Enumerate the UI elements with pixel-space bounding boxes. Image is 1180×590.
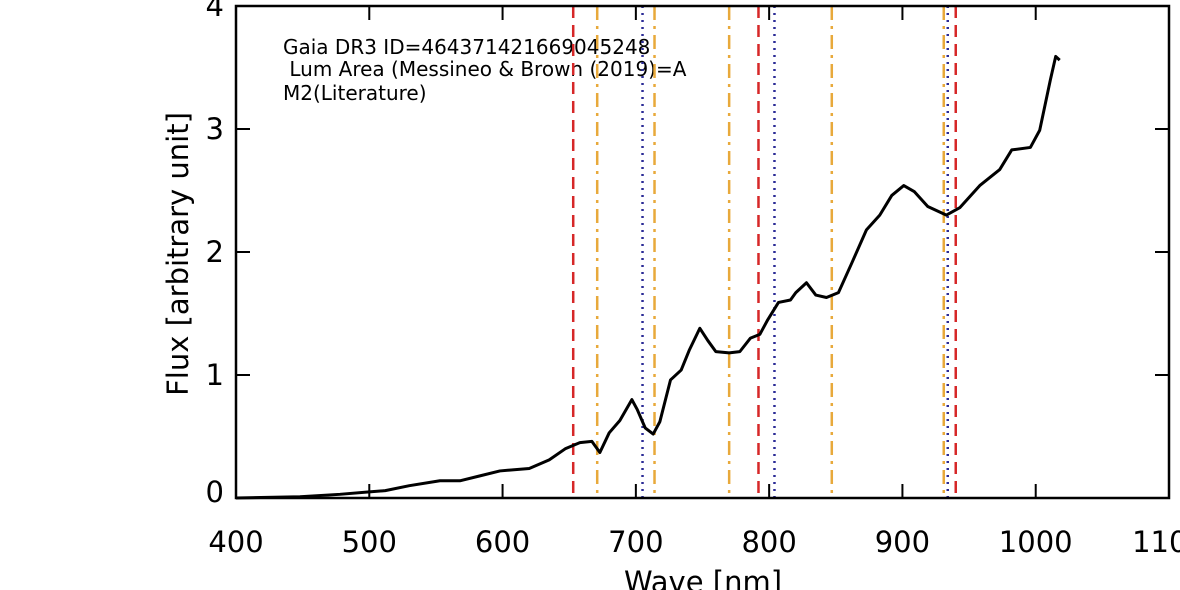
spectrum-line xyxy=(235,54,1061,500)
x-tick-label: 400 xyxy=(208,525,263,559)
y-tick-label: 2 xyxy=(206,235,224,269)
y-tick-label: 4 xyxy=(206,0,224,23)
y-tick-label: 3 xyxy=(206,112,224,146)
plot-frame xyxy=(234,4,1171,500)
annotation: M2(Literature) xyxy=(283,81,427,105)
y-axis-title: Flux [arbitrary unit] xyxy=(161,112,195,396)
y-tick-label: 0 xyxy=(206,475,224,509)
y-tick-label: 1 xyxy=(206,358,224,392)
x-tick-label: 500 xyxy=(342,525,397,559)
annotation: Gaia DR3 ID=464371421669045248 xyxy=(283,35,650,59)
x-tick-label: 600 xyxy=(475,525,530,559)
x-tick-label: 800 xyxy=(741,525,796,559)
x-tick-label: 700 xyxy=(608,525,663,559)
x-tick-label: 1000 xyxy=(999,525,1073,559)
annotation: Lum Area (Messineo & Brown (2019)=A xyxy=(283,57,687,81)
x-axis-title: Wave [nm] xyxy=(624,565,782,590)
x-tick-label: 900 xyxy=(875,525,930,559)
